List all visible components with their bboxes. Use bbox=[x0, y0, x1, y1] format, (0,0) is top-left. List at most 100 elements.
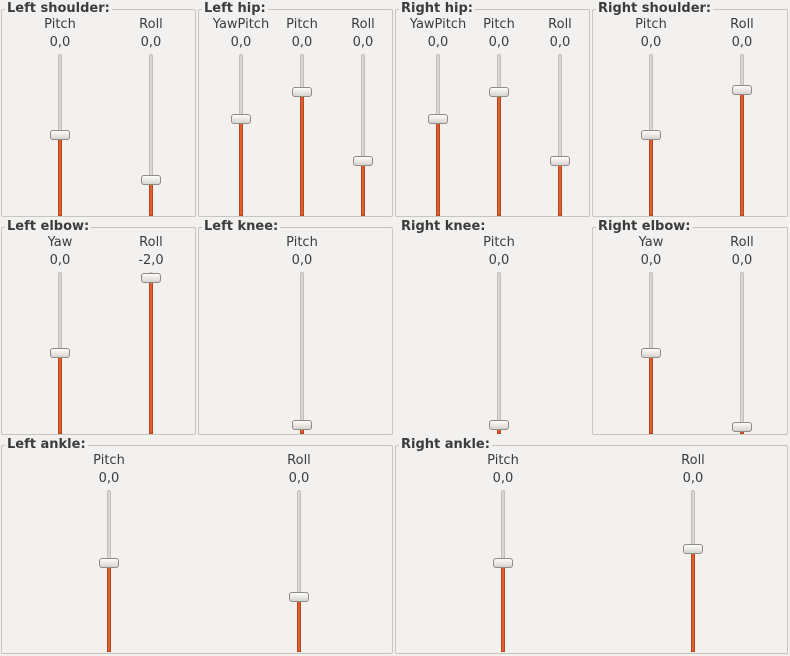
slider-handle[interactable] bbox=[732, 422, 752, 432]
slider-handle[interactable] bbox=[550, 156, 570, 166]
slider-value: 0,0 bbox=[640, 35, 662, 50]
slider-label: Yaw bbox=[638, 235, 664, 250]
slider-value: 0,0 bbox=[549, 35, 571, 50]
slider-label: Pitch bbox=[635, 17, 667, 32]
left-ankle-group: Left ankle: Pitch 0,0 Roll 0,0 bbox=[1, 437, 393, 654]
slider-handle[interactable] bbox=[99, 558, 119, 568]
right-shoulder-roll-slider[interactable] bbox=[732, 54, 752, 216]
right-hip-title: Right hip: bbox=[399, 1, 475, 17]
slider-handle[interactable] bbox=[353, 156, 373, 166]
left-knee-pitch: Pitch 0,0 bbox=[272, 228, 332, 434]
left-shoulder-pitch: Pitch 0,0 bbox=[30, 10, 90, 216]
left-shoulder-group: Left shoulder: Pitch 0,0 Roll 0,0 bbox=[1, 1, 196, 217]
slider-fill bbox=[558, 161, 562, 216]
slider-value: 0,0 bbox=[98, 471, 120, 486]
left-ankle-roll: Roll 0,0 bbox=[269, 446, 329, 653]
left-knee-pitch-slider[interactable] bbox=[292, 272, 312, 434]
slider-label: Pitch bbox=[93, 453, 125, 468]
right-elbow-roll-slider[interactable] bbox=[732, 272, 752, 434]
right-hip-roll-slider[interactable] bbox=[550, 54, 570, 216]
slider-fill bbox=[58, 135, 62, 216]
slider-value: 0,0 bbox=[488, 253, 510, 268]
left-hip-yawpitch-slider[interactable] bbox=[231, 54, 251, 216]
right-shoulder-pitch: Pitch 0,0 bbox=[621, 10, 681, 216]
left-shoulder-pitch-slider[interactable] bbox=[50, 54, 70, 216]
left-hip-pitch-slider[interactable] bbox=[292, 54, 312, 216]
left-knee-group: Left knee: Pitch 0,0 bbox=[198, 219, 393, 435]
slider-fill bbox=[501, 563, 505, 652]
slider-handle[interactable] bbox=[428, 114, 448, 124]
slider-label: Pitch bbox=[44, 17, 76, 32]
slider-fill bbox=[58, 353, 62, 434]
slider-label: Roll bbox=[681, 453, 705, 468]
slider-handle[interactable] bbox=[683, 544, 703, 554]
slider-value: 0,0 bbox=[488, 35, 510, 50]
slider-label: Pitch bbox=[483, 17, 515, 32]
slider-fill bbox=[649, 353, 653, 434]
right-shoulder-pitch-slider[interactable] bbox=[641, 54, 661, 216]
slider-handle[interactable] bbox=[141, 273, 161, 283]
slider-handle[interactable] bbox=[489, 87, 509, 97]
slider-handle[interactable] bbox=[292, 87, 312, 97]
right-hip-pitch-slider[interactable] bbox=[489, 54, 509, 216]
slider-label: Pitch bbox=[483, 235, 515, 250]
slider-value: 0,0 bbox=[731, 35, 753, 50]
slider-value: 0,0 bbox=[288, 471, 310, 486]
left-hip-roll-slider[interactable] bbox=[353, 54, 373, 216]
slider-label: YawPitch bbox=[212, 17, 270, 32]
left-ankle-pitch-slider[interactable] bbox=[99, 490, 119, 652]
right-ankle-roll-slider[interactable] bbox=[683, 490, 703, 652]
slider-handle[interactable] bbox=[141, 175, 161, 185]
slider-handle[interactable] bbox=[732, 85, 752, 95]
slider-handle[interactable] bbox=[292, 420, 312, 430]
left-elbow-yaw: Yaw 0,0 bbox=[30, 228, 90, 434]
left-shoulder-roll: Roll 0,0 bbox=[121, 10, 181, 216]
slider-handle[interactable] bbox=[50, 348, 70, 358]
slider-label: Roll bbox=[351, 17, 375, 32]
left-hip-title: Left hip: bbox=[202, 1, 268, 17]
slider-fill bbox=[649, 135, 653, 216]
right-ankle-pitch-slider[interactable] bbox=[493, 490, 513, 652]
slider-label: Pitch bbox=[286, 235, 318, 250]
slider-handle[interactable] bbox=[289, 592, 309, 602]
slider-fill bbox=[239, 119, 243, 216]
right-hip-yawpitch-slider[interactable] bbox=[428, 54, 448, 216]
left-elbow-roll-slider[interactable] bbox=[141, 272, 161, 434]
right-elbow-yaw-slider[interactable] bbox=[641, 272, 661, 434]
slider-label: Roll bbox=[730, 17, 754, 32]
right-ankle-pitch: Pitch 0,0 bbox=[473, 446, 533, 653]
slider-handle[interactable] bbox=[641, 348, 661, 358]
slider-value: 0,0 bbox=[230, 35, 252, 50]
right-hip-yawpitch: YawPitch 0,0 bbox=[408, 10, 468, 216]
right-knee-title: Right knee: bbox=[399, 219, 488, 235]
slider-fill bbox=[691, 549, 695, 652]
slider-handle[interactable] bbox=[641, 130, 661, 140]
slider-fill bbox=[361, 161, 365, 216]
slider-label: YawPitch bbox=[409, 17, 467, 32]
slider-value: 0,0 bbox=[427, 35, 449, 50]
slider-handle[interactable] bbox=[489, 420, 509, 430]
left-knee-title: Left knee: bbox=[202, 219, 281, 235]
right-shoulder-group: Right shoulder: Pitch 0,0 Roll 0,0 bbox=[592, 1, 788, 217]
right-ankle-roll: Roll 0,0 bbox=[663, 446, 723, 653]
slider-handle[interactable] bbox=[50, 130, 70, 140]
left-shoulder-roll-slider[interactable] bbox=[141, 54, 161, 216]
slider-label: Roll bbox=[287, 453, 311, 468]
left-hip-yawpitch: YawPitch 0,0 bbox=[211, 10, 271, 216]
slider-label: Pitch bbox=[286, 17, 318, 32]
right-hip-pitch: Pitch 0,0 bbox=[469, 10, 529, 216]
left-elbow-yaw-slider[interactable] bbox=[50, 272, 70, 434]
slider-handle[interactable] bbox=[231, 114, 251, 124]
slider-label: Roll bbox=[548, 17, 572, 32]
left-ankle-roll-slider[interactable] bbox=[289, 490, 309, 652]
slider-value: 0,0 bbox=[49, 35, 71, 50]
slider-fill bbox=[107, 563, 111, 652]
slider-handle[interactable] bbox=[493, 558, 513, 568]
left-elbow-group: Left elbow: Yaw 0,0 Roll -2,0 bbox=[1, 219, 196, 435]
right-knee-pitch-slider[interactable] bbox=[489, 272, 509, 434]
right-ankle-title: Right ankle: bbox=[399, 437, 492, 453]
slider-value: 0,0 bbox=[352, 35, 374, 50]
right-elbow-title: Right elbow: bbox=[596, 219, 693, 235]
slider-label: Roll bbox=[730, 235, 754, 250]
right-shoulder-title: Right shoulder: bbox=[596, 1, 714, 17]
